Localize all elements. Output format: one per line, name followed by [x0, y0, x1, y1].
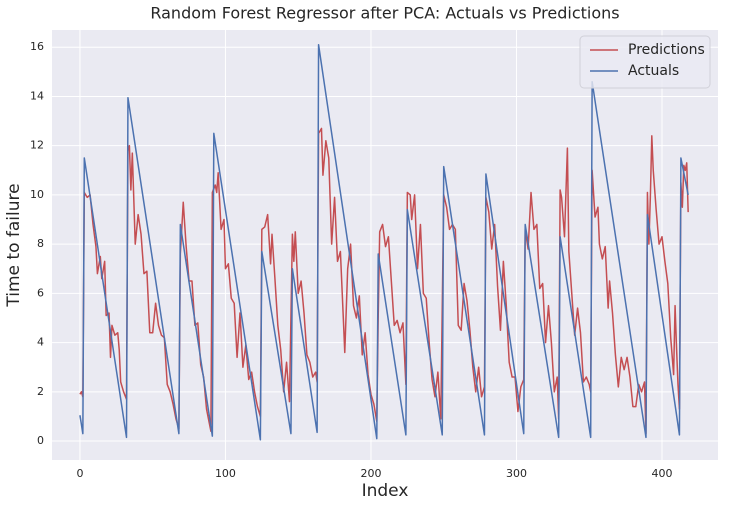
line-series [79, 44, 689, 441]
x-tick-label: 400 [651, 467, 672, 480]
x-tick-label: 100 [215, 467, 236, 480]
y-tick-label: 8 [37, 237, 44, 250]
y-tick-label: 16 [30, 40, 44, 53]
chart-title: Random Forest Regressor after PCA: Actua… [150, 4, 619, 23]
line-series [79, 127, 689, 435]
legend-box [579, 35, 711, 89]
legend-label: Predictions [628, 42, 705, 58]
y-tick-label: 14 [30, 89, 44, 102]
y-tick-label: 4 [37, 336, 44, 349]
y-tick-label: 6 [37, 286, 44, 299]
y-axis-label: Time to failure [4, 183, 24, 307]
y-tick-label: 10 [30, 188, 44, 201]
x-tick-label: 0 [76, 467, 83, 480]
x-axis-label: Index [362, 481, 409, 501]
y-tick-label: 2 [37, 385, 44, 398]
x-tick-label: 300 [506, 467, 527, 480]
legend-label: Actuals [628, 63, 679, 79]
x-tick-label: 200 [360, 467, 381, 480]
y-tick-label: 0 [37, 434, 44, 447]
y-tick-label: 12 [30, 139, 44, 152]
